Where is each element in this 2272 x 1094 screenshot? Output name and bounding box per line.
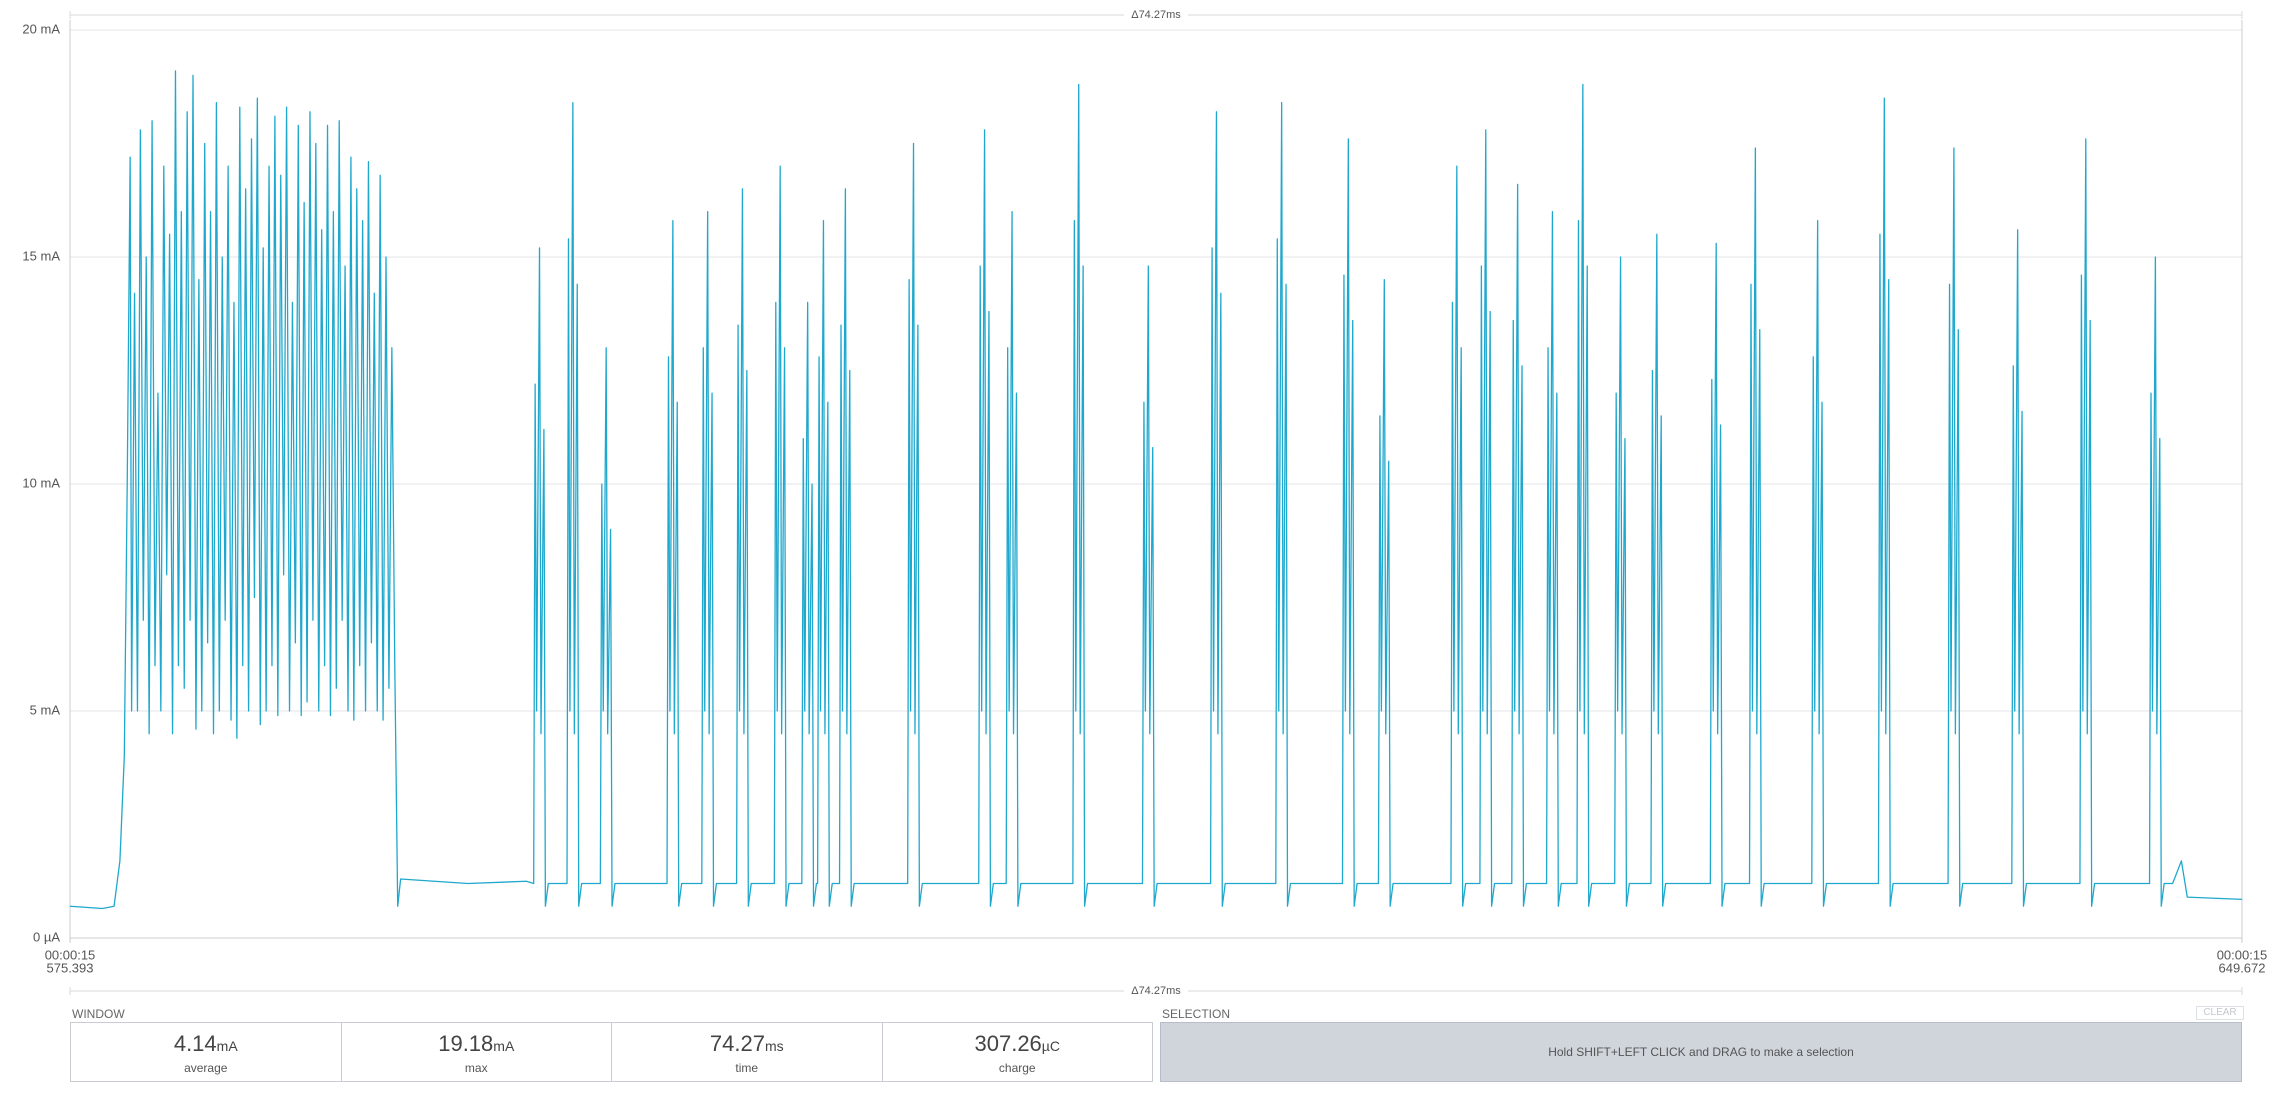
stat-unit: µC xyxy=(1041,1038,1060,1054)
stat-cell: 74.27ms time xyxy=(612,1023,883,1081)
stat-value-row: 307.26µC xyxy=(883,1031,1153,1057)
x-tick-label: 00:00:15 xyxy=(2217,947,2268,962)
stat-label: charge xyxy=(998,1061,1036,1075)
window-title: WINDOW xyxy=(72,1007,125,1021)
x-tick-label: 575.393 xyxy=(47,960,94,975)
y-tick-label: 20 mA xyxy=(22,21,60,36)
stat-label: time xyxy=(735,1061,759,1075)
y-tick-label: 10 mA xyxy=(22,475,60,490)
stat-value: 307.26 xyxy=(974,1031,1042,1056)
stat-value: 4.14 xyxy=(173,1031,217,1056)
current-trace xyxy=(69,70,2243,910)
stat-cell: 4.14mA average xyxy=(71,1023,342,1081)
stat-unit: ms xyxy=(764,1038,784,1054)
selection-hint: Hold SHIFT+LEFT CLICK and DRAG to make a… xyxy=(1548,1045,1854,1059)
x-tick-label: 649.672 xyxy=(2219,960,2266,975)
delta-label: Δ74.27ms xyxy=(1131,985,1181,997)
stat-unit: mA xyxy=(216,1038,238,1054)
selection-title: SELECTION xyxy=(1162,1007,1231,1021)
x-tick-label: 00:00:15 xyxy=(45,947,96,962)
delta-label-bg xyxy=(1124,7,1188,23)
stat-cell: 19.18mA max xyxy=(342,1023,612,1081)
y-tick-label: 5 mA xyxy=(30,702,61,717)
delta-label: Δ74.27ms xyxy=(1131,9,1181,21)
clear-button[interactable]: CLEAR xyxy=(2196,1006,2244,1020)
stat-value-row: 4.14mA xyxy=(71,1031,341,1057)
selection-area[interactable]: Hold SHIFT+LEFT CLICK and DRAG to make a… xyxy=(1160,1022,2242,1082)
stat-value-row: 19.18mA xyxy=(342,1031,612,1057)
stat-value-row: 74.27ms xyxy=(612,1031,882,1057)
stat-unit: mA xyxy=(493,1038,515,1054)
window-stats: 4.14mA average 19.18mA max 74.27ms time 307.26… xyxy=(70,1022,1153,1082)
chart: Δ74.27ms Δ74.27ms 0 µA 5 mA 10 mA 15 mA 20 mA 0… xyxy=(22,7,2268,999)
delta-label-bg xyxy=(1124,983,1188,999)
stat-cell: 307.26µC charge xyxy=(883,1023,1153,1081)
stat-value: 74.27 xyxy=(709,1031,765,1056)
y-tick-label: 15 mA xyxy=(22,248,60,263)
y-tick-label: 0 µA xyxy=(33,929,60,944)
stat-value: 19.18 xyxy=(438,1031,494,1056)
stat-label: average xyxy=(184,1061,228,1075)
stat-label: max xyxy=(464,1061,488,1075)
